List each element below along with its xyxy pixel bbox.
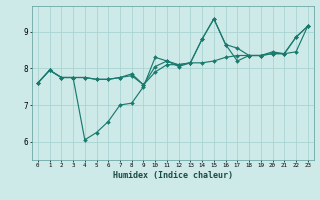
X-axis label: Humidex (Indice chaleur): Humidex (Indice chaleur) xyxy=(113,171,233,180)
